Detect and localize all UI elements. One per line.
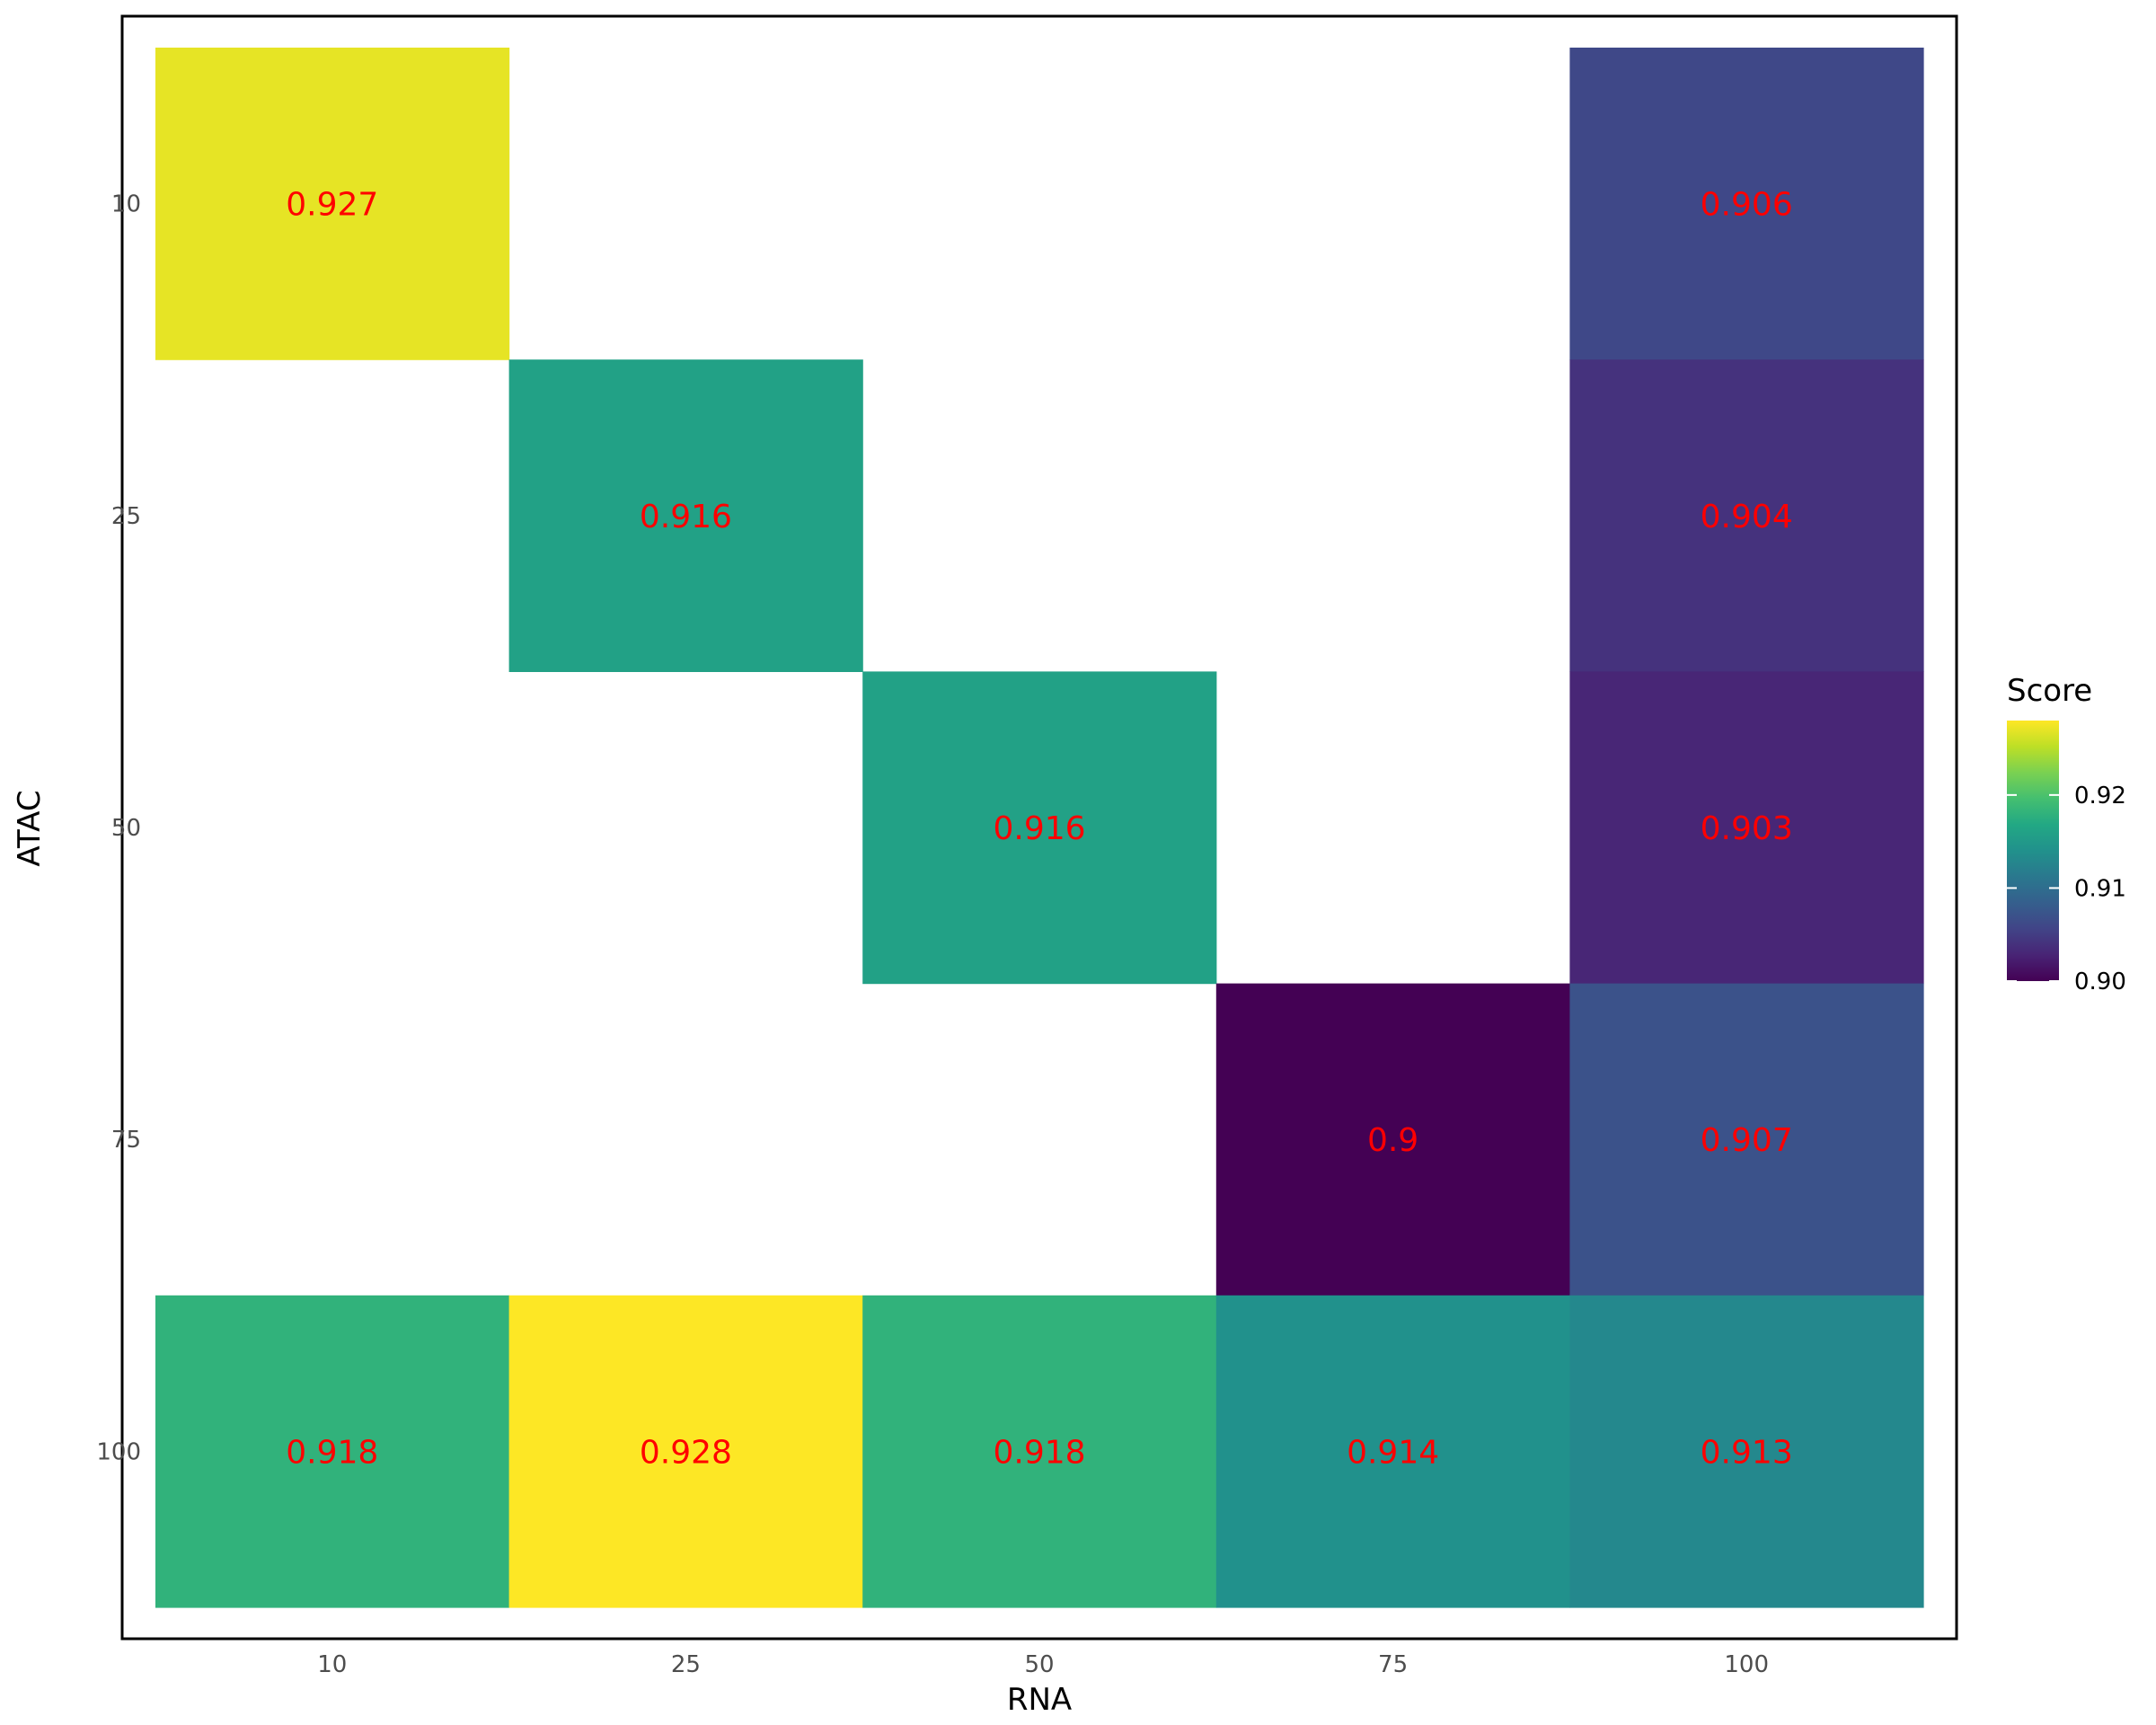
- cell-value-label: 0.916: [993, 810, 1085, 847]
- y-tick-label: 10: [111, 191, 141, 218]
- cell-value-label: 0.907: [1701, 1122, 1793, 1159]
- legend-ticks: 0.90 0.91 0.92: [2007, 783, 2126, 995]
- x-tick-label: 75: [1378, 1651, 1408, 1678]
- legend-colorbar: [2007, 721, 2059, 981]
- x-tick-label: 10: [317, 1651, 347, 1678]
- heatmap-cell: [155, 1295, 510, 1608]
- heatmap-cell: [508, 1295, 863, 1608]
- x-tick-label: 100: [1724, 1651, 1769, 1678]
- cell-value-label: 0.928: [640, 1434, 732, 1471]
- legend-title: Score: [2007, 673, 2092, 709]
- y-axis-ticks: 10 25 50 75 100: [96, 191, 141, 1466]
- cell-value-label: 0.913: [1701, 1434, 1793, 1471]
- legend: Score 0.90 0.91 0.92: [2007, 673, 2126, 995]
- cell-value-label: 0.903: [1701, 810, 1793, 847]
- cell-value-label: 0.914: [1347, 1434, 1439, 1471]
- cell-value-label: 0.918: [286, 1434, 378, 1471]
- x-axis-ticks: 10 25 50 75 100: [317, 1651, 1769, 1678]
- heatmap-cell: [1569, 983, 1924, 1296]
- heatmap-cell: [1215, 983, 1570, 1296]
- heatmap-cell: [1569, 48, 1924, 360]
- legend-tick-label: 0.92: [2074, 783, 2126, 809]
- heatmap-cell: [1215, 1295, 1570, 1608]
- legend-tick-label: 0.91: [2074, 875, 2126, 902]
- heatmap-cell: [155, 48, 510, 360]
- heatmap-cells: [155, 48, 1924, 1608]
- cell-value-labels: 0.927 0.906 0.916 0.904 0.916 0.903 0.9 0.907 0.…: [286, 187, 1792, 1472]
- y-tick-label: 100: [96, 1438, 141, 1465]
- y-tick-label: 50: [111, 815, 141, 842]
- cell-value-label: 0.927: [286, 187, 378, 224]
- heatmap-cell: [1569, 671, 1924, 985]
- heatmap-cell: [1569, 1295, 1924, 1608]
- heatmap-cell: [862, 1295, 1217, 1608]
- cell-value-label: 0.904: [1701, 499, 1793, 535]
- x-tick-label: 50: [1024, 1651, 1054, 1678]
- legend-tick-label: 0.90: [2074, 969, 2126, 995]
- panel-border: [120, 14, 1958, 1641]
- y-axis-title: ATAC: [12, 790, 48, 866]
- y-tick-label: 25: [111, 503, 141, 530]
- cell-value-label: 0.916: [640, 499, 732, 535]
- x-axis-title: RNA: [1007, 1682, 1072, 1718]
- x-tick-label: 25: [671, 1651, 701, 1678]
- cell-value-label: 0.9: [1367, 1122, 1418, 1159]
- heatmap-cell: [1569, 359, 1924, 672]
- heatmap-cell: [508, 359, 863, 672]
- heatmap-cell: [862, 671, 1217, 985]
- cell-value-label: 0.906: [1701, 187, 1793, 224]
- y-tick-label: 75: [111, 1127, 141, 1154]
- cell-value-label: 0.918: [993, 1434, 1085, 1471]
